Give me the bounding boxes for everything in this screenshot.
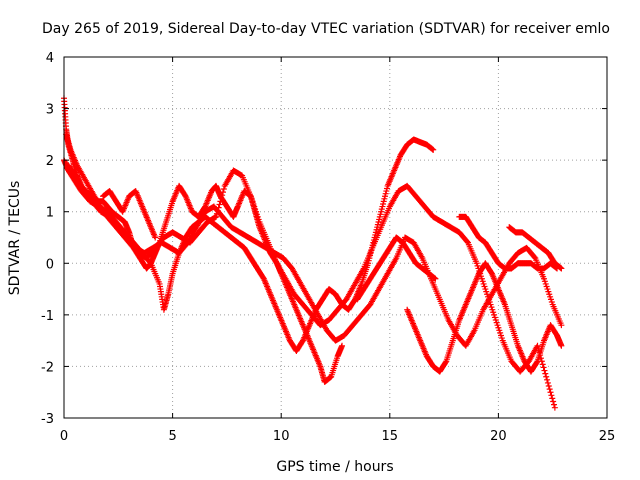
x-tick-label: 5 xyxy=(168,429,176,444)
data-point xyxy=(544,376,551,383)
data-point xyxy=(540,364,547,371)
data-point xyxy=(541,367,548,374)
data-point xyxy=(551,404,558,411)
series-8 xyxy=(100,188,159,241)
axis-ticks: 0 5 10 15 20 25 -3 -2 -1 0 1 2 3 4 xyxy=(41,51,615,444)
data-point xyxy=(218,195,225,202)
data-point xyxy=(533,359,540,366)
data-point xyxy=(547,389,554,396)
data-point xyxy=(554,265,561,272)
x-axis-label: GPS time / hours xyxy=(276,459,393,475)
data-point xyxy=(339,342,346,349)
y-tick-label: -1 xyxy=(41,309,54,324)
data-point xyxy=(548,392,555,399)
data-point xyxy=(558,322,565,329)
data-point xyxy=(213,213,220,220)
series-6 xyxy=(456,213,561,272)
y-axis-label: SDTVAR / TECUs xyxy=(7,181,23,296)
data-point xyxy=(220,186,227,193)
y-tick-label: -3 xyxy=(41,412,54,427)
y-tick-label: 4 xyxy=(46,51,54,66)
data-point xyxy=(219,189,226,196)
data-point xyxy=(442,359,449,366)
data-point xyxy=(464,238,471,245)
y-tick-label: 2 xyxy=(46,154,54,169)
y-tick-label: 0 xyxy=(46,257,54,272)
data-point xyxy=(543,373,550,380)
data-points xyxy=(61,95,565,411)
series-7 xyxy=(354,234,439,303)
data-point xyxy=(544,379,551,386)
y-tick-label: 3 xyxy=(46,103,54,118)
data-point xyxy=(430,146,437,153)
data-point xyxy=(534,342,541,349)
x-tick-label: 10 xyxy=(273,429,290,444)
data-point xyxy=(217,198,224,205)
x-tick-label: 20 xyxy=(490,429,507,444)
data-point xyxy=(152,234,159,241)
plot-frame xyxy=(63,56,608,419)
x-tick-label: 25 xyxy=(599,429,616,444)
data-point xyxy=(546,386,553,393)
series-4 xyxy=(404,260,565,375)
data-point xyxy=(558,342,565,349)
data-point xyxy=(216,201,223,208)
data-point xyxy=(550,398,557,405)
data-point xyxy=(545,383,552,390)
series-5 xyxy=(506,224,565,272)
chart-title: Day 265 of 2019, Sidereal Day-to-day VTE… xyxy=(42,21,610,37)
data-point xyxy=(539,361,546,368)
series-3 xyxy=(65,162,565,349)
y-tick-label: 1 xyxy=(46,206,54,221)
y-tick-label: -2 xyxy=(41,360,54,375)
data-point xyxy=(147,259,154,266)
data-point xyxy=(549,395,556,402)
series-2 xyxy=(63,131,558,411)
data-point xyxy=(551,401,558,408)
x-tick-label: 0 xyxy=(60,429,68,444)
data-point xyxy=(542,370,549,377)
series-1 xyxy=(61,136,437,354)
data-point xyxy=(432,275,439,282)
x-tick-label: 15 xyxy=(382,429,399,444)
data-point xyxy=(219,192,226,199)
data-point xyxy=(531,254,538,261)
